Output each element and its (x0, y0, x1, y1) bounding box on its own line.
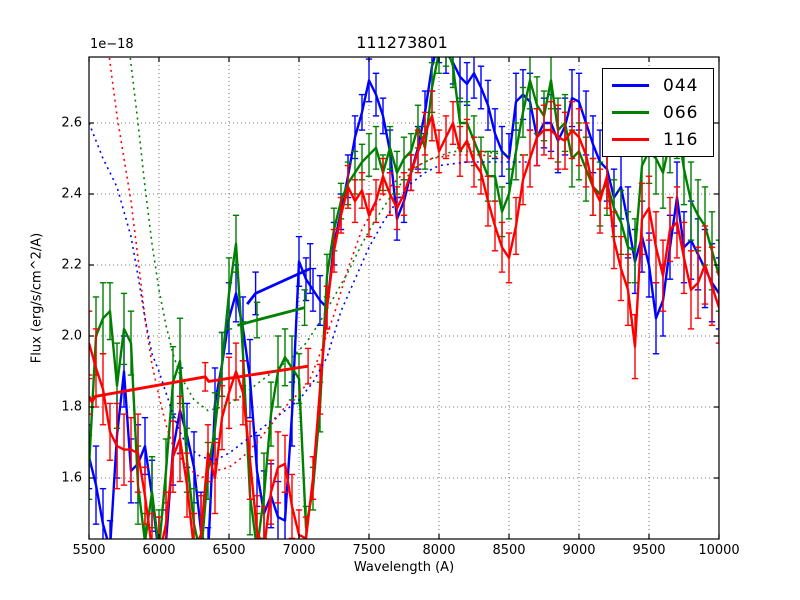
y-tick-label: 2.6 (61, 115, 82, 131)
x-tick-label: 9000 (562, 543, 596, 558)
x-axis-label: Wavelength (A) (353, 560, 455, 575)
044-bridge-segment (246, 243, 314, 316)
legend-entry: 116 (603, 127, 713, 153)
x-tick-label: 5500 (72, 543, 106, 558)
series-layer (89, 57, 719, 539)
legend-line-sample (612, 111, 649, 114)
x-tick-label: 6500 (212, 543, 246, 558)
044-template-dotted (89, 122, 530, 462)
116-bridge-segment (89, 347, 312, 415)
x-tick-label: 9500 (632, 543, 666, 558)
legend-entry: 044 (603, 73, 713, 99)
legend: 044 066 116 (602, 68, 714, 157)
legend-line-sample (612, 138, 649, 141)
y-tick-label: 2.4 (61, 186, 82, 202)
y-axis-offset-label: 1e−18 (90, 37, 134, 52)
x-tick-label: 10000 (698, 543, 740, 558)
legend-entry-label: 044 (663, 75, 699, 96)
x-tick-label: 6000 (142, 543, 176, 558)
116-template-dotted (108, 57, 510, 479)
y-tick-label: 1.8 (61, 399, 82, 415)
tick-marks (88, 57, 720, 539)
x-tick-label: 7500 (352, 543, 386, 558)
y-tick-label: 1.6 (61, 470, 82, 486)
legend-line-sample (612, 84, 649, 87)
x-tick-label: 8500 (492, 543, 526, 558)
axes-spines (88, 56, 720, 540)
066-bridge-segment (237, 289, 308, 339)
legend-entry-label: 116 (663, 129, 699, 150)
116-spectrum (89, 90, 719, 539)
plot-title: 111273801 (356, 33, 448, 52)
y-tick-label: 2.0 (61, 328, 82, 344)
legend-entry-label: 066 (663, 102, 699, 123)
y-axis-label: Flux (erg/s/cm^2/A) (29, 232, 45, 364)
x-tick-label: 8000 (422, 543, 456, 558)
x-tick-label: 7000 (282, 543, 316, 558)
y-tick-label: 2.2 (61, 257, 82, 273)
legend-entry: 066 (603, 100, 713, 126)
